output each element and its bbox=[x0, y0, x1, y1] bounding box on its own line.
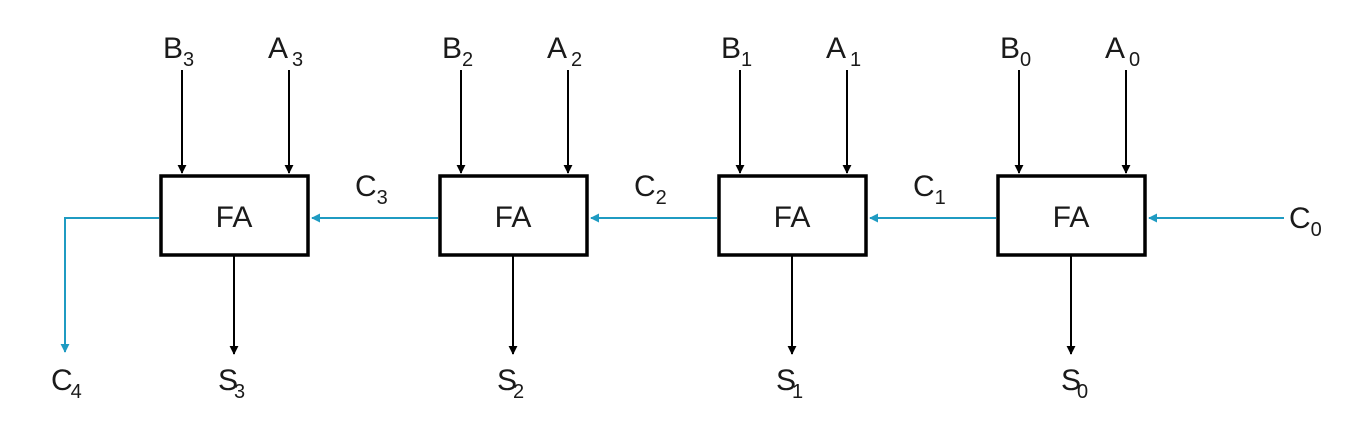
sum-s2-label: S2 bbox=[497, 364, 524, 403]
input-b2-label: B2 bbox=[442, 32, 473, 71]
full-adder-box-0 bbox=[996, 174, 1147, 257]
carry-c2-label: C2 bbox=[634, 170, 667, 209]
full-adder-box-3 bbox=[159, 174, 310, 257]
full-adder-label-3: FA bbox=[216, 201, 253, 234]
input-b1-label: B1 bbox=[721, 32, 752, 71]
carry-c1-label: C1 bbox=[913, 170, 946, 209]
carry-c4-label: C4 bbox=[51, 364, 82, 403]
sum-s1-label: S1 bbox=[776, 364, 803, 403]
input-b3-label: B3 bbox=[163, 32, 194, 71]
sum-s0-label: S0 bbox=[1061, 364, 1088, 403]
input-b0-label: B0 bbox=[1000, 32, 1031, 71]
full-adder-box-2 bbox=[438, 174, 589, 257]
sum-s3-label: S3 bbox=[218, 364, 245, 403]
full-adder-label-2: FA bbox=[495, 201, 532, 234]
full-adder-box-1 bbox=[717, 174, 868, 257]
carry-c0-label: C0 bbox=[1289, 202, 1322, 241]
carry-c3-label: C3 bbox=[355, 170, 388, 209]
full-adder-label-1: FA bbox=[774, 201, 811, 234]
full-adder-label-0: FA bbox=[1053, 201, 1090, 234]
carry-chain: C0 C1 C2 C3 C4 bbox=[51, 170, 1322, 403]
carry-c4-wire bbox=[60, 217, 159, 353]
